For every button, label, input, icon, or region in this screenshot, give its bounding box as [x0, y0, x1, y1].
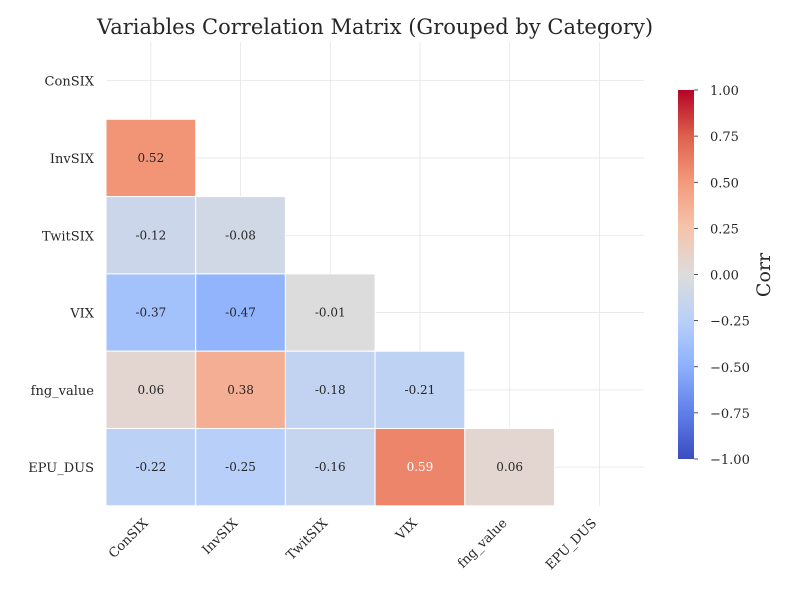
cell-value-label: -0.08: [225, 228, 256, 242]
colorbar-label: Corr: [753, 252, 775, 297]
heatmap-cell: [195, 428, 286, 507]
cell-value-label: -0.18: [315, 383, 346, 397]
colorbar-gradient: [678, 90, 694, 459]
x-tick-label: fng_value: [455, 516, 511, 572]
heatmap-cell: [195, 273, 286, 352]
heatmap-cell: [195, 350, 286, 430]
x-tick-label: EPU_DUS: [543, 516, 600, 573]
cell-value-label: -0.21: [405, 383, 436, 397]
heatmap-cell: [105, 428, 197, 507]
y-tick-labels: ConSIX InvSIX TwitSIX VIX fng_value EPU_DUS: [28, 75, 95, 476]
heatmap-cell: [284, 273, 376, 352]
colorbar-tick-label: 1.00: [710, 84, 739, 99]
colorbar-tick-label: −0.50: [710, 361, 750, 376]
y-tick-label: EPU_DUS: [28, 461, 94, 476]
chart-title: Variables Correlation Matrix (Grouped by…: [96, 15, 653, 39]
cell-value-label: 0.06: [137, 383, 164, 397]
x-tick-label: TwitSIX: [284, 515, 332, 563]
heatmap-cell: [464, 428, 555, 507]
cell-value-label: 0.59: [407, 460, 434, 474]
y-tick-label: InvSIX: [50, 152, 95, 167]
cell-value-label: -0.37: [135, 306, 166, 320]
x-tick-labels: ConSIX InvSIX TwitSIX VIX fng_value EPU_DUS: [106, 515, 600, 573]
heatmap-cells: 0.52 -0.12 -0.08 -0.37 -0.47 -0.01 0.06 0.38 -0.…: [105, 118, 555, 507]
cell-value-label: -0.01: [315, 306, 346, 320]
heatmap-cell: [105, 350, 197, 430]
colorbar-tick-label: −0.75: [710, 407, 750, 422]
x-tick-label: InvSIX: [200, 516, 242, 558]
cell-value-label: -0.22: [135, 460, 166, 474]
x-tick-label: VIX: [393, 515, 422, 544]
cell-value-label: 0.06: [496, 460, 523, 474]
heatmap-cell: [105, 118, 197, 198]
cell-value-label: -0.47: [225, 306, 256, 320]
cell-value-label: 0.38: [227, 383, 254, 397]
y-tick-label: ConSIX: [45, 75, 95, 90]
y-tick-label: TwitSIX: [42, 229, 95, 244]
y-tick-label: VIX: [69, 307, 95, 322]
x-tick-label: ConSIX: [106, 516, 152, 562]
colorbar-tick-label: −0.25: [710, 315, 750, 330]
heatmap-cell: [195, 196, 286, 275]
cell-value-label: -0.12: [135, 228, 166, 242]
cell-value-label: -0.25: [225, 460, 256, 474]
colorbar-tick-label: 0.50: [710, 176, 739, 191]
cell-value-label: 0.52: [137, 151, 164, 165]
colorbar-tick-label: 0.00: [710, 269, 739, 284]
colorbar-tick-label: −1.00: [710, 453, 750, 468]
y-tick-label: fng_value: [31, 384, 95, 399]
cell-value-label: -0.16: [315, 460, 346, 474]
colorbar: Corr 1.00 0.75 0.50 0.25 0.00 −0.25 −0.50 −0.75…: [678, 84, 775, 468]
colorbar-tick-label: 0.25: [710, 222, 739, 237]
heatmap-cell: [105, 196, 197, 275]
colorbar-tick-label: 0.75: [710, 130, 739, 145]
